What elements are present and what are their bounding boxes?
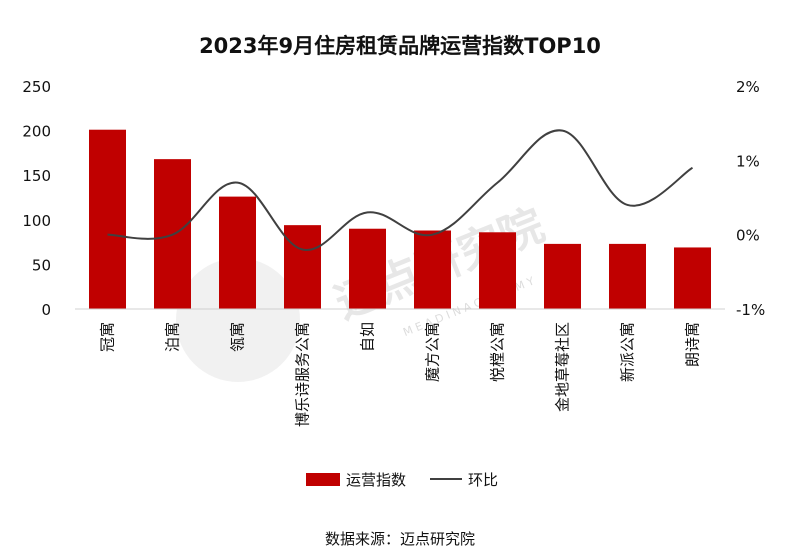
category-label: 悦樘公寓 [489, 322, 507, 382]
source-note: 数据来源：迈点研究院 [325, 530, 475, 548]
legend-label-bar: 运营指数 [346, 471, 406, 489]
left-tick-label: 50 [32, 256, 51, 274]
category-labels: 冠寓 泊寓 瓴寓 博乐诗服务公寓 自如 魔方公寓 悦樘公寓 金地草莓社区 新派公寓 朗诗寓 [99, 322, 702, 427]
category-label: 朗诗寓 [684, 322, 702, 367]
left-tick-label: 100 [22, 212, 51, 230]
legend-swatch-bar [306, 473, 340, 486]
category-label: 冠寓 [99, 322, 117, 352]
bar [89, 129, 126, 309]
legend-label-line: 环比 [468, 471, 498, 489]
right-tick-label: 0% [736, 227, 760, 245]
left-tick-label: 200 [22, 123, 51, 141]
bar-series [89, 129, 711, 309]
legend: 运营指数 环比 [306, 471, 498, 489]
category-label: 自如 [359, 322, 377, 352]
category-label: 魔方公寓 [424, 322, 442, 382]
left-tick-label: 250 [22, 78, 51, 96]
watermark-logo [176, 258, 300, 382]
bar [674, 247, 711, 309]
left-axis: 0 50 100 150 200 250 [22, 78, 51, 319]
category-label: 新派公寓 [619, 322, 637, 382]
right-tick-label: 1% [736, 152, 760, 170]
right-axis: -1% 0% 1% 2% [736, 78, 765, 319]
category-label: 瓴寓 [229, 322, 247, 352]
bar [284, 225, 321, 309]
bar [609, 243, 646, 309]
left-tick-label: 0 [41, 301, 51, 319]
bar [219, 196, 256, 309]
right-tick-label: 2% [736, 78, 760, 96]
bar [349, 228, 386, 309]
category-label: 金地草莓社区 [554, 322, 572, 412]
line-series-huanbi [107, 129, 694, 251]
category-label: 博乐诗服务公寓 [294, 322, 312, 427]
right-tick-label: -1% [736, 301, 765, 319]
chart-title: 2023年9月住房租赁品牌运营指数TOP10 [199, 34, 601, 58]
bar [544, 243, 581, 309]
category-label: 泊寓 [164, 322, 182, 352]
bar [414, 230, 451, 309]
left-tick-label: 150 [22, 167, 51, 185]
bar [479, 232, 516, 309]
